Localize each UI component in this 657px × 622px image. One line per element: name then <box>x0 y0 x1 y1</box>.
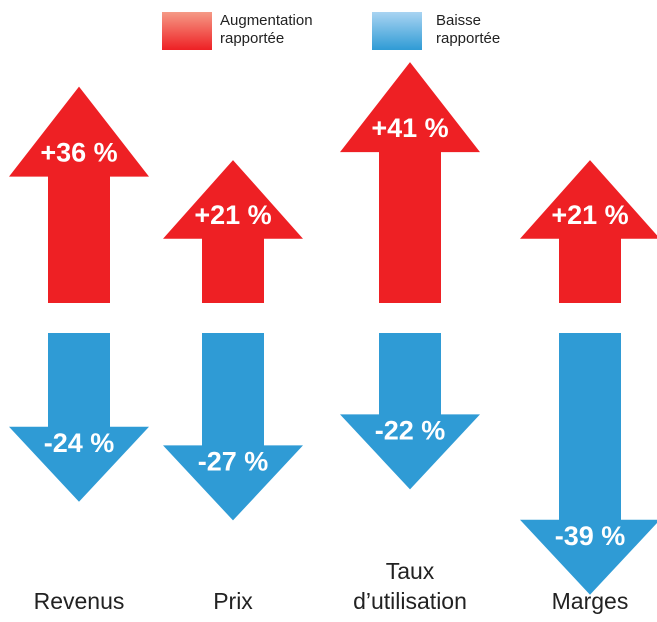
arrow-up <box>520 160 657 303</box>
legend-label: Augmentation rapportée <box>220 12 313 47</box>
arrow-down <box>340 333 480 490</box>
category-label: Marges <box>551 588 629 614</box>
category-label: Prix <box>213 588 253 614</box>
arrow-down <box>520 333 657 595</box>
arrow-up <box>163 160 303 303</box>
arrow-up <box>9 86 149 303</box>
arrow-down <box>163 333 303 521</box>
value-label: -27 % <box>198 447 269 477</box>
value-label: -24 % <box>44 428 115 458</box>
category-label: Revenus <box>33 588 125 614</box>
legend-label: Baisse rapportée <box>436 12 501 47</box>
legend-swatch <box>372 12 422 50</box>
category-label: Taux d’utilisation <box>353 558 467 614</box>
arrow-up <box>340 62 480 303</box>
arrow-down <box>9 333 149 502</box>
legend-swatch <box>162 12 212 50</box>
value-label: +41 % <box>371 113 448 143</box>
value-label: -39 % <box>555 521 626 551</box>
value-label: -22 % <box>375 416 446 446</box>
value-label: +36 % <box>40 138 117 168</box>
value-label: +21 % <box>551 200 628 230</box>
value-label: +21 % <box>194 200 271 230</box>
